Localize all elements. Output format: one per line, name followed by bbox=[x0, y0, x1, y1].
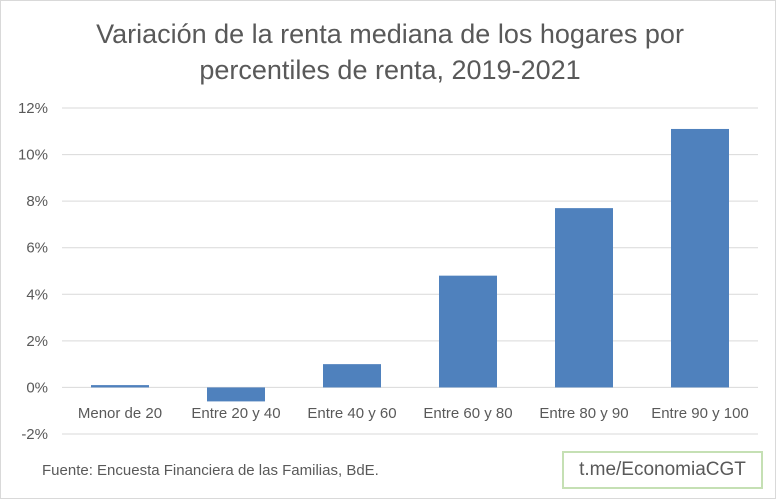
y-tick-label: 10% bbox=[18, 147, 48, 164]
y-tick-label: 0% bbox=[26, 379, 48, 396]
x-axis-tick-labels: Menor de 20 Entre 20 y 40 Entre 40 y 60 Ent… bbox=[78, 405, 749, 422]
gridlines bbox=[62, 107, 758, 435]
y-tick-label: 6% bbox=[26, 240, 48, 257]
y-tick-label: -2% bbox=[21, 426, 48, 443]
x-tick-label: Menor de 20 bbox=[78, 405, 162, 422]
y-tick-label: 2% bbox=[26, 333, 48, 350]
y-tick-label: 8% bbox=[26, 193, 48, 210]
bar bbox=[671, 128, 729, 388]
y-tick-label: 12% bbox=[18, 100, 48, 117]
chart-title-line-1: Variación de la renta mediana de los hog… bbox=[96, 19, 684, 49]
y-axis-tick-labels: -2% 0% 2% 4% 6% 8% 10% 12% bbox=[18, 100, 48, 443]
chart-title: Variación de la renta mediana de los hog… bbox=[60, 16, 720, 88]
x-tick-label: Entre 80 y 90 bbox=[539, 405, 628, 422]
x-tick-label: Entre 60 y 80 bbox=[423, 405, 512, 422]
bar bbox=[91, 385, 149, 388]
bar bbox=[207, 387, 265, 402]
bars bbox=[91, 128, 729, 402]
y-tick-label: 4% bbox=[26, 286, 48, 303]
bar bbox=[323, 364, 381, 388]
x-tick-label: Entre 90 y 100 bbox=[651, 405, 749, 422]
x-tick-label: Entre 40 y 60 bbox=[307, 405, 396, 422]
source-note: Fuente: Encuesta Financiera de las Famil… bbox=[42, 462, 379, 479]
bar bbox=[439, 275, 497, 388]
x-tick-label: Entre 20 y 40 bbox=[191, 405, 280, 422]
chart-title-line-2: percentiles de renta, 2019-2021 bbox=[199, 55, 581, 85]
bar bbox=[555, 208, 613, 388]
telegram-badge: t.me/EconomiaCGT bbox=[562, 451, 763, 489]
